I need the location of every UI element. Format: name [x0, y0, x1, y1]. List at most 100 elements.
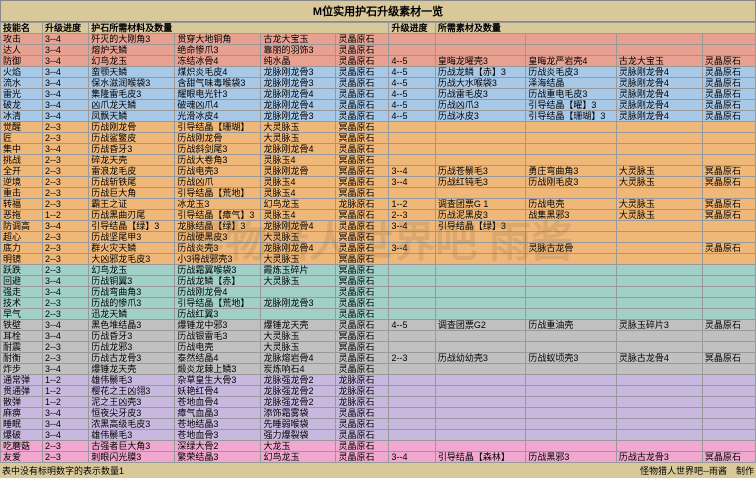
cell: [389, 309, 435, 320]
table-row: 攻击3--4歼灭的大刚角3贯穿大地铜角古龙大宝玉灵晶原石: [1, 34, 756, 45]
cell: 冥晶原石: [336, 254, 389, 265]
cell: 引导结晶【珊瑚】3: [526, 111, 617, 122]
cell: [435, 34, 526, 45]
cell: 底力: [1, 243, 43, 254]
cell: 灵脉古龙骨4: [616, 353, 702, 364]
cell: 历战泥黑皮3: [435, 210, 526, 221]
cell: [526, 133, 617, 144]
cell: 3--4: [42, 430, 88, 441]
cell: 历战斩铁尾: [89, 177, 175, 188]
cell: 2--3: [42, 232, 88, 243]
footer-note: 表中没有标明数字的表示数量1: [2, 464, 124, 477]
cell: 回避: [1, 276, 43, 287]
cell: [526, 386, 617, 397]
cell: 爆锤龙天壳: [89, 364, 175, 375]
cell: [389, 122, 435, 133]
cell: 1--2: [42, 397, 88, 408]
cell: 重击: [1, 188, 43, 199]
cell: 古龙大宝玉: [261, 34, 336, 45]
cell: [435, 298, 526, 309]
header-row: 技能名 升级进度 护石所需材料及数量 升级进度 所需素材及数量: [1, 23, 756, 34]
cell: 麻痹: [1, 408, 43, 419]
cell: 3--4: [389, 221, 435, 232]
cell: [702, 232, 755, 243]
cell: 历战凶爪3: [435, 100, 526, 111]
cell: [526, 221, 617, 232]
table-row: 全开2--3雷浪龙毛皮历战电壳3灵脉刚龙骨冥晶原石3--4历战苍鬃毛3勇庄弯曲角…: [1, 166, 756, 177]
cell: [526, 375, 617, 386]
cell: 历战斜剑尾3: [175, 144, 261, 155]
cell: [702, 34, 755, 45]
cell: 3--4: [42, 45, 88, 56]
cell: [702, 386, 755, 397]
cell: 友爱: [1, 452, 43, 463]
cell: 雷光: [1, 89, 43, 100]
cell: 大灵脉玉: [616, 166, 702, 177]
cell: 灵晶原石: [336, 144, 389, 155]
cell: 龙脉刚龙骨3: [261, 67, 336, 78]
cell: 3--4: [389, 452, 435, 463]
cell: [702, 298, 755, 309]
cell: [389, 419, 435, 430]
table-row: 跃跌2--3幻鸟龙玉历战霜翼喉袋3霞炼玉碎片冥晶原石: [1, 265, 756, 276]
cell: 历战昏牙3: [89, 331, 175, 342]
cell: [526, 265, 617, 276]
cell: 历战刚龙骨4: [175, 287, 261, 298]
table-row: 耳栓3--4历战昏牙3历战银雷毛3大灵脉玉冥晶原石: [1, 331, 756, 342]
cell: [435, 265, 526, 276]
cell: [389, 386, 435, 397]
cell: 3--4: [42, 89, 88, 100]
cell: [526, 155, 617, 166]
cell: 耀眼电光针3: [175, 89, 261, 100]
cell: 历战苍鬃毛3: [435, 166, 526, 177]
cell: [435, 430, 526, 441]
cell: 苍地血骨4: [175, 397, 261, 408]
cell: 3--4: [42, 100, 88, 111]
cell: 灵晶原石: [336, 45, 389, 56]
cell: [616, 408, 702, 419]
cell: 恶拖: [1, 210, 43, 221]
cell: 2--3: [42, 133, 88, 144]
cell: 浓黑高级毛皮3: [89, 419, 175, 430]
cell: 龙脉刚龙骨4: [261, 243, 336, 254]
cell: [389, 298, 435, 309]
cell: 灵晶原石: [702, 111, 755, 122]
cell: 爆锤龙天壳: [261, 320, 336, 331]
cell: 3--4: [42, 78, 88, 89]
cell: 2--3: [42, 353, 88, 364]
cell: [526, 342, 617, 353]
cell: 古龙大宝玉: [616, 56, 702, 67]
cell: 灵晶原石: [702, 89, 755, 100]
cell: 4--5: [389, 67, 435, 78]
table-row: 恶拖1--2历战黑曲刃尾引导结晶【瘴气】3灵脉玉4冥晶原石2--3历战泥黑皮3战…: [1, 210, 756, 221]
cell: 历战蚁顷壳3: [526, 353, 617, 364]
cell: [616, 397, 702, 408]
cell: 灵晶原石: [336, 441, 389, 452]
table-row: 麻痹3--4恒夜尖牙皮3瘴气血晶3添饰霜雾袋灵晶原石: [1, 408, 756, 419]
cell: [616, 287, 702, 298]
cell: [616, 188, 702, 199]
cell: 蛮颚天鳞: [89, 67, 175, 78]
cell: 瘴气血晶3: [175, 408, 261, 419]
table-row: 重击2--3历战巨大角引导结晶【荒地】灵脉玉4冥晶原石: [1, 188, 756, 199]
hdr-progress: 升级进度: [42, 23, 88, 34]
cell: 历战黑曲刃尾: [89, 210, 175, 221]
cell: 含甜气味毒喉袋3: [175, 78, 261, 89]
cell: 灵晶原石: [702, 320, 755, 331]
cell: 贯通弹: [1, 386, 43, 397]
cell: 冥晶原石: [702, 452, 755, 463]
cell: 4--5: [389, 89, 435, 100]
cell: 2--3: [42, 243, 88, 254]
table-row: 贯通弹1--2樱花之王凶翎3妖艳红骨4龙脉强龙骨2龙脉原石: [1, 386, 756, 397]
cell: 龙脉刚龙骨4: [261, 144, 336, 155]
cell: [616, 133, 702, 144]
cell: 历战巨大角: [89, 188, 175, 199]
cell: [435, 276, 526, 287]
cell: 冥晶原石: [702, 166, 755, 177]
cell: 群火灾天鳞: [89, 243, 175, 254]
cell: 引导结晶【荒地】: [175, 298, 261, 309]
cell: 灵晶原石: [336, 419, 389, 430]
footer-credit: 怪物猎人世界吧--雨酱 制作: [640, 464, 754, 477]
cell: 灵晶原石: [336, 78, 389, 89]
cell: 耐震: [1, 342, 43, 353]
